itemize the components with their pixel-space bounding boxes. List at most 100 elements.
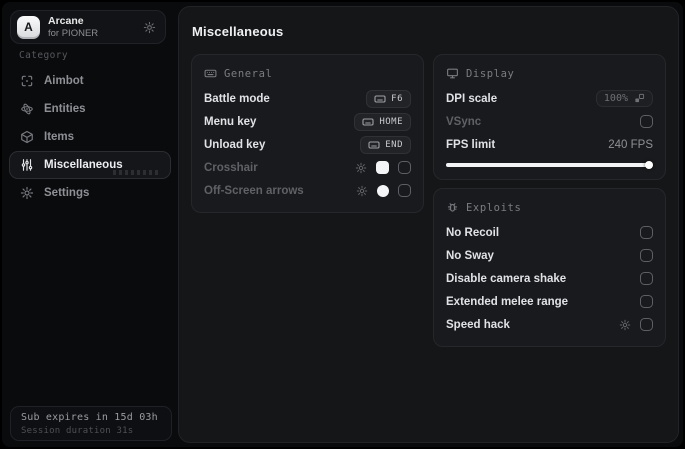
menu-key-keybind[interactable]: HOME	[354, 112, 411, 131]
speed-hack-row: Speed hack	[446, 313, 653, 336]
gear-icon[interactable]	[356, 185, 368, 197]
fps-limit-value: 240 FPS	[608, 138, 653, 151]
battle-mode-keybind[interactable]: F6	[366, 89, 411, 108]
app-subtitle: for PIONER	[48, 28, 99, 40]
battle-mode-key-value: F6	[391, 93, 403, 104]
scale-icon	[634, 93, 645, 104]
dpi-scale-select[interactable]: 100%	[595, 90, 653, 107]
sidebar-item-label: Aimbot	[44, 75, 84, 87]
offscreen-arrows-color-swatch[interactable]	[377, 184, 389, 197]
atom-icon	[20, 102, 34, 116]
unload-key-label: Unload key	[204, 138, 266, 151]
sliders-icon	[20, 158, 34, 172]
no-recoil-row: No Recoil	[446, 221, 653, 244]
disable-camera-shake-row: Disable camera shake	[446, 267, 653, 290]
box-icon	[20, 130, 34, 144]
extended-melee-range-label: Extended melee range	[446, 295, 569, 308]
app-logo: A	[17, 15, 40, 39]
keyboard-icon	[368, 139, 380, 151]
monitor-icon	[446, 67, 459, 80]
battle-mode-label: Battle mode	[204, 92, 270, 105]
offscreen-arrows-row: Off-Screen arrows	[204, 179, 411, 202]
vsync-checkbox[interactable]	[640, 115, 653, 128]
left-column: General Battle mode F6	[191, 54, 424, 213]
menu-key-row: Menu key HOME	[204, 110, 411, 133]
app-name: Arcane	[48, 14, 84, 27]
disable-camera-shake-label: Disable camera shake	[446, 272, 567, 285]
sidebar-item-label: Miscellaneous	[44, 159, 123, 171]
session-duration-text: Session duration 31s	[21, 426, 134, 436]
general-card-header: General	[204, 67, 411, 80]
menu-key-label: Menu key	[204, 115, 257, 128]
no-sway-row: No Sway	[446, 244, 653, 267]
sidebar-nav: Aimbot Entities	[2, 67, 178, 207]
gear-icon[interactable]	[355, 162, 367, 174]
crosshair-row: Crosshair	[204, 156, 411, 179]
offscreen-arrows-checkbox[interactable]	[398, 184, 411, 197]
vsync-row: VSync	[446, 110, 653, 133]
sidebar-item-items[interactable]: Items	[9, 123, 171, 151]
speed-hack-checkbox[interactable]	[640, 318, 653, 331]
subscription-card: Sub expires in 15d 03h Session duration …	[10, 406, 172, 441]
right-column: Display DPI scale 100%	[433, 54, 666, 347]
sidebar-item-settings[interactable]: Settings	[9, 179, 171, 207]
dpi-scale-label: DPI scale	[446, 92, 498, 105]
battle-mode-row: Battle mode F6	[204, 87, 411, 110]
crosshair-label: Crosshair	[204, 161, 258, 174]
category-label: Category	[19, 50, 68, 61]
fps-limit-slider[interactable]	[446, 161, 653, 169]
display-card: Display DPI scale 100%	[433, 54, 666, 180]
fps-limit-row: FPS limit 240 FPS	[446, 133, 653, 156]
brand-text: Arcane for PIONER	[48, 15, 98, 40]
sidebar-item-label: Entities	[44, 103, 86, 115]
no-sway-checkbox[interactable]	[640, 249, 653, 262]
vsync-label: VSync	[446, 115, 482, 128]
fps-slider-fill	[446, 163, 649, 167]
sidebar: A Arcane for PIONER Category	[2, 2, 178, 447]
speed-hack-controls	[619, 318, 653, 331]
crosshair-checkbox[interactable]	[398, 161, 411, 174]
display-card-header: Display	[446, 67, 653, 80]
unload-key-keybind[interactable]: END	[360, 135, 411, 154]
exploits-card-header: Exploits	[446, 201, 653, 214]
menu-key-value: HOME	[379, 116, 403, 127]
sub-expires-text: Sub expires in 15d 03h	[21, 412, 158, 423]
no-sway-label: No Sway	[446, 249, 494, 262]
gear-icon	[20, 186, 34, 200]
extended-melee-range-checkbox[interactable]	[640, 295, 653, 308]
keyboard-icon	[362, 116, 374, 128]
no-recoil-checkbox[interactable]	[640, 226, 653, 239]
main-panel: Miscellaneous General	[178, 6, 679, 443]
offscreen-arrows-label: Off-Screen arrows	[204, 184, 304, 197]
brand-card: A Arcane for PIONER	[10, 10, 166, 44]
sidebar-item-label: Items	[44, 131, 75, 143]
sidebar-item-miscellaneous[interactable]: Miscellaneous	[9, 151, 171, 179]
crosshair-color-swatch[interactable]	[376, 161, 389, 174]
no-recoil-label: No Recoil	[446, 226, 500, 239]
active-item-decoration	[113, 170, 161, 175]
speed-hack-label: Speed hack	[446, 318, 510, 331]
app-logo-letter: A	[24, 20, 33, 34]
sidebar-item-label: Settings	[44, 187, 90, 199]
exploits-card: Exploits No Recoil No Sway Disable camer…	[433, 188, 666, 347]
exploits-card-title: Exploits	[466, 201, 522, 214]
disable-camera-shake-checkbox[interactable]	[640, 272, 653, 285]
fps-limit-label: FPS limit	[446, 138, 496, 151]
keyboard-icon	[204, 67, 217, 80]
crosshair-controls	[355, 161, 411, 174]
gear-icon[interactable]	[143, 21, 156, 34]
unload-key-row: Unload key END	[204, 133, 411, 156]
general-card-title: General	[224, 67, 273, 80]
sidebar-item-aimbot[interactable]: Aimbot	[9, 67, 171, 95]
keyboard-icon	[374, 93, 386, 105]
sidebar-item-entities[interactable]: Entities	[9, 95, 171, 123]
dpi-scale-value: 100%	[603, 93, 628, 104]
general-card: General Battle mode F6	[191, 54, 424, 213]
display-card-title: Display	[466, 67, 515, 80]
fps-slider-knob[interactable]	[644, 161, 653, 169]
cards-grid: General Battle mode F6	[191, 54, 666, 347]
crosshair-scan-icon	[20, 74, 34, 88]
page-title: Miscellaneous	[192, 24, 284, 39]
gear-icon[interactable]	[619, 319, 631, 331]
